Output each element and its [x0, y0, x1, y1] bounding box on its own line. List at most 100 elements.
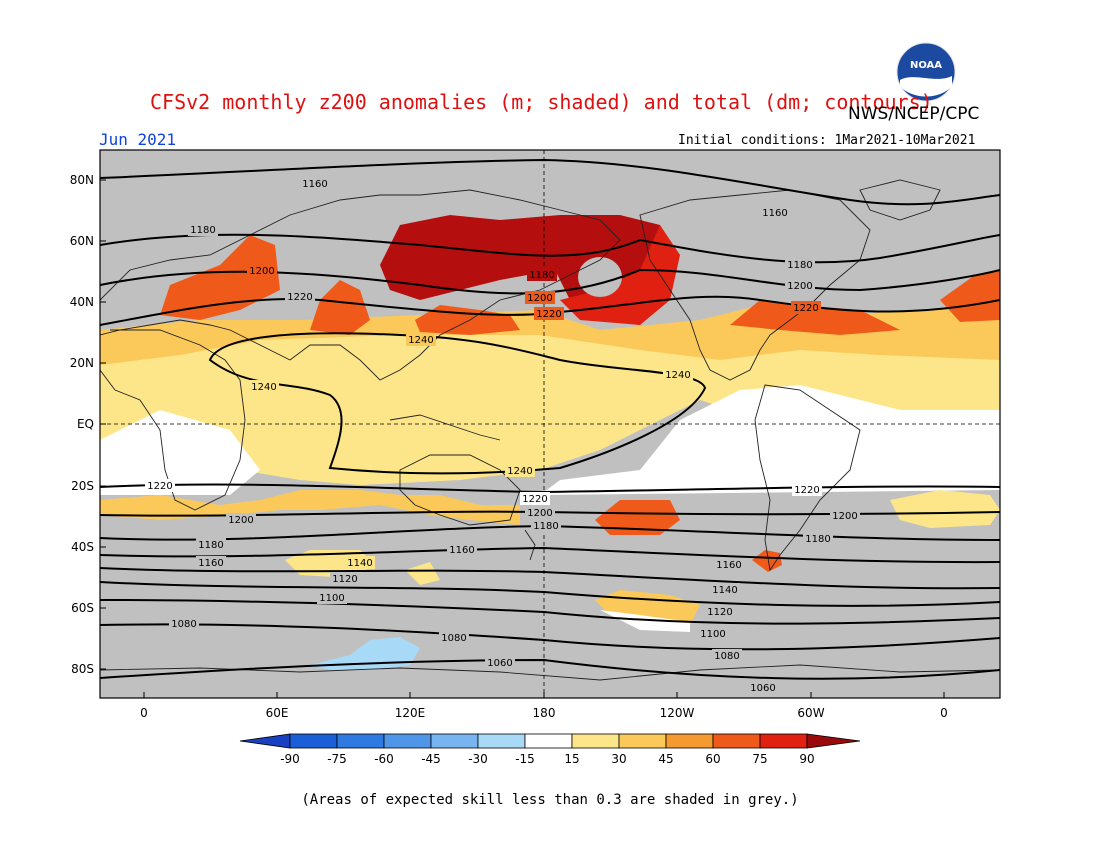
lon-label: 120W	[659, 706, 695, 720]
contour-label: 1200	[247, 264, 277, 277]
lat-label: 20S	[71, 479, 94, 493]
continent-africa	[100, 329, 246, 511]
svg-text:1120: 1120	[707, 607, 732, 618]
contour-label: 1200	[525, 291, 555, 304]
colorbar-label: -45	[421, 752, 441, 766]
contour-label: 1220	[534, 307, 564, 320]
lat-label: 60N	[69, 234, 94, 248]
contour-label: 1180	[803, 532, 833, 545]
svg-text:1200: 1200	[527, 508, 552, 519]
colorbar-label: 30	[611, 752, 627, 766]
contour-label: 1060	[748, 681, 778, 694]
contour-label: 1180	[196, 538, 226, 551]
colorbar-label: 15	[564, 752, 580, 766]
colorbar-bin	[665, 733, 714, 749]
contour-label: 1220	[285, 290, 315, 303]
svg-text:1140: 1140	[347, 558, 372, 569]
lon-label: 180	[532, 706, 556, 720]
colorbar-low-arrow	[239, 733, 291, 749]
svg-text:1060: 1060	[750, 683, 775, 694]
contour-label: 1140	[710, 583, 740, 596]
svg-text:1200: 1200	[228, 515, 253, 526]
svg-text:1160: 1160	[716, 560, 741, 571]
contour-label: 1240	[249, 380, 279, 393]
colorbar-bin	[383, 733, 432, 749]
svg-text:1240: 1240	[251, 382, 276, 393]
colorbar-bin	[477, 733, 526, 749]
colorbar-bin	[524, 733, 573, 749]
forecast-month: Jun 2021	[99, 130, 177, 149]
anomaly-region-asia	[310, 280, 370, 335]
svg-text:1200: 1200	[787, 281, 812, 292]
svg-text:1140: 1140	[712, 585, 737, 596]
contour-1100-sh	[100, 599, 1000, 625]
colorbar-bin	[289, 733, 338, 749]
contour-label: 1120	[330, 572, 360, 585]
contour-label: 1240	[406, 333, 436, 346]
contour-label: 1160	[447, 543, 477, 556]
contour-label: 1200	[226, 513, 256, 526]
lon-label: 60W	[797, 706, 825, 720]
contour-label: 1180	[785, 258, 815, 271]
contour-1200-nh	[100, 268, 1000, 295]
anomaly-region-europe	[160, 235, 280, 320]
logo-text: NOAA	[910, 60, 942, 71]
contour-label: 1160	[760, 206, 790, 219]
lon-label: 0	[940, 706, 948, 720]
colorbar-label: 60	[705, 752, 721, 766]
colorbar-label: -30	[468, 752, 488, 766]
colorbar-high-arrow	[806, 733, 861, 749]
contour-1060-sh	[100, 658, 1000, 680]
lat-label: 60S	[71, 601, 94, 615]
colorbar-bin	[712, 733, 761, 749]
contour-label: 1200	[785, 279, 815, 292]
colorbar-label: -90	[280, 752, 300, 766]
contour-label: 1180	[188, 223, 218, 236]
colorbar-bin	[336, 733, 385, 749]
agency-label: NWS/NCEP/CPC	[848, 104, 980, 124]
anomaly-region-s-indian-2	[405, 562, 440, 585]
svg-text:1240: 1240	[507, 466, 532, 477]
skill-footnote: (Areas of expected skill less than 0.3 a…	[301, 792, 799, 808]
contour-1160-sh	[100, 546, 1000, 564]
lat-label: 80N	[69, 173, 94, 187]
lat-label: 40S	[71, 540, 94, 554]
svg-text:1200: 1200	[832, 511, 857, 522]
svg-text:1160: 1160	[762, 208, 787, 219]
contour-label: 1100	[698, 627, 728, 640]
colorbar-label: -60	[374, 752, 394, 766]
continent-south-america	[754, 384, 861, 572]
continent-new-zealand	[524, 529, 536, 561]
contour-label: 1240	[505, 464, 535, 477]
contour-label: 1200	[525, 506, 555, 519]
contour-1180-nh	[100, 233, 1000, 264]
colorbar-label: 45	[658, 752, 674, 766]
contour-label-text: 1160	[302, 179, 327, 190]
continent-australia	[399, 454, 521, 526]
lon-label: 0	[140, 706, 148, 720]
colorbar-label: 90	[799, 752, 815, 766]
contour-label: 1200	[830, 509, 860, 522]
colorbar-bin	[759, 733, 808, 749]
contour-1160-nh	[100, 158, 1000, 206]
svg-text:1160: 1160	[449, 545, 474, 556]
lat-label: EQ	[76, 417, 94, 431]
anomaly-region-s-pacific	[595, 500, 680, 535]
svg-text:1080: 1080	[171, 619, 196, 630]
svg-text:1200: 1200	[527, 293, 552, 304]
svg-text:1220: 1220	[147, 481, 172, 492]
contour-label: 1220	[791, 301, 821, 314]
svg-text:1240: 1240	[665, 370, 690, 381]
contour-label: 1100	[317, 591, 347, 604]
anomaly-region-nw-pacific	[940, 270, 1000, 322]
anomaly-region-hole	[578, 257, 622, 297]
contour-1120-sh	[100, 581, 1000, 607]
colorbar-bin	[571, 733, 620, 749]
chart-title: CFSv2 monthly z200 anomalies (m; shaded)…	[150, 90, 933, 114]
lon-label: 120E	[394, 706, 426, 720]
initial-conditions: Initial conditions: 1Mar2021-10Mar2021	[678, 133, 976, 148]
svg-text:1080: 1080	[714, 651, 739, 662]
svg-text:1220: 1220	[536, 309, 561, 320]
continent-greenland	[859, 179, 941, 221]
